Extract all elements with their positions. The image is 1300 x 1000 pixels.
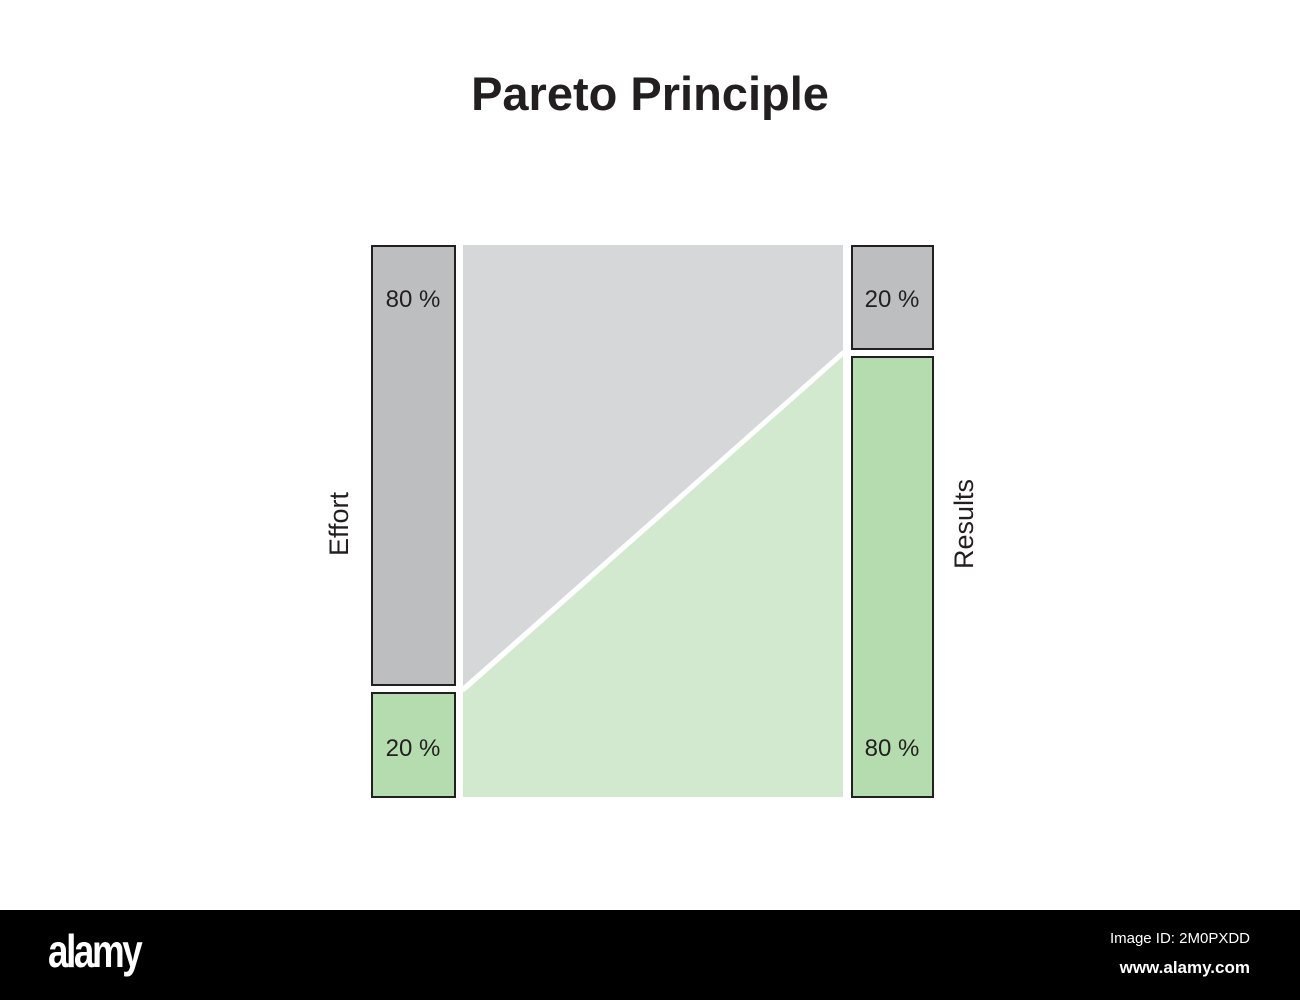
footer-bar: alamy Image ID: 2M0PXDD www.alamy.com — [0, 910, 1300, 1000]
results-80-label: 80 % — [865, 735, 920, 762]
effort-axis-label: Effort — [324, 491, 354, 556]
effort-bar-20 — [371, 692, 456, 798]
green-region — [463, 356, 843, 797]
results-axis-label: Results — [949, 479, 979, 569]
results-bar-20 — [851, 245, 934, 350]
results-20-label: 20 % — [865, 286, 920, 313]
alamy-logo: alamy — [48, 925, 143, 977]
image-id: Image ID: 2M0PXDD — [1109, 930, 1250, 947]
site-url: www.alamy.com — [1119, 958, 1250, 977]
effort-80-label: 80 % — [386, 286, 441, 313]
effort-20-label: 20 % — [386, 735, 441, 762]
pareto-diagram: 80 % 20 % 20 % 80 % Effort Results — [324, 245, 979, 798]
diagonal-divider — [461, 351, 845, 692]
page-title: Pareto Principle — [471, 67, 829, 120]
effort-bar-80 — [371, 245, 456, 686]
results-bar-80 — [851, 356, 934, 798]
gray-region — [463, 245, 843, 686]
